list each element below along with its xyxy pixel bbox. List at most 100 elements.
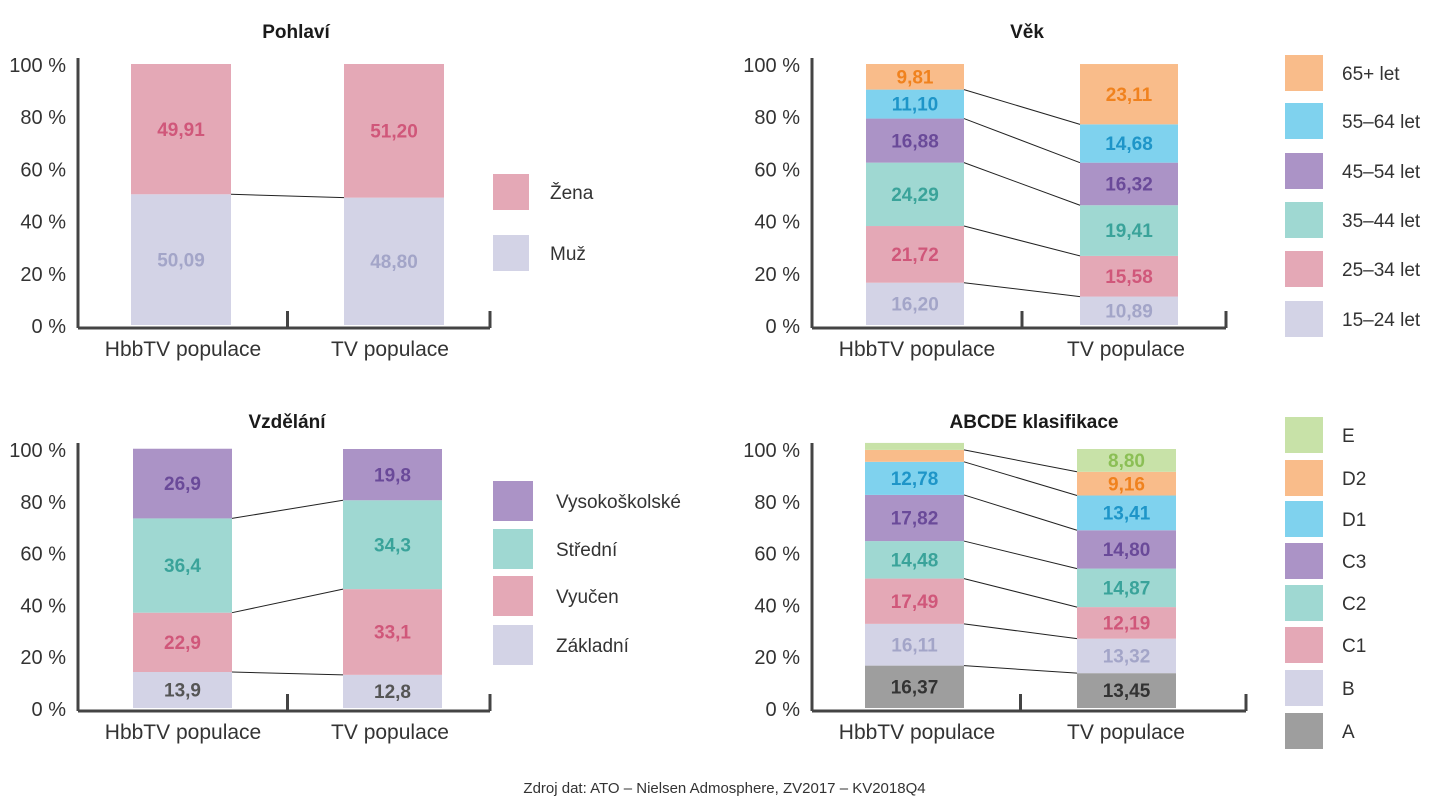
data-label: 9,16 (1108, 474, 1145, 495)
legend-label: 15–24 let (1342, 310, 1421, 331)
data-label: 11,10 (892, 95, 939, 116)
data-label: 51,20 (370, 121, 418, 142)
chart-title: Věk (1010, 22, 1044, 43)
legend-swatch (493, 481, 533, 521)
data-label: 48,80 (370, 252, 418, 273)
legend-label: A (1342, 722, 1355, 743)
data-label: 50,09 (157, 250, 205, 271)
x-tick-label: TV populace (331, 338, 449, 361)
bar-segment (866, 162, 964, 227)
bar-segment (1080, 124, 1178, 163)
bar-segment (1077, 495, 1176, 531)
legend-label: Střední (556, 540, 618, 561)
connector-line (963, 118, 1081, 164)
chart-title: Vzdělání (248, 412, 326, 433)
connector-line (231, 671, 344, 676)
data-label: 14,48 (891, 550, 939, 571)
legend-swatch (1285, 251, 1323, 287)
legend-swatch (493, 174, 529, 210)
legend-swatch (1285, 585, 1323, 621)
data-label: 16,32 (1105, 175, 1153, 196)
bar-segment (865, 578, 964, 624)
legend-swatch (1285, 543, 1323, 579)
data-label: 9,81 (897, 67, 934, 88)
legend-label: D2 (1342, 469, 1366, 490)
data-label: 36,4 (164, 556, 201, 577)
chart-title: ABCDE klasifikace (950, 412, 1119, 433)
bar-segment (133, 671, 232, 708)
legend-swatch (493, 235, 529, 271)
data-label: 17,82 (891, 509, 939, 530)
bar-segment (866, 282, 964, 325)
legend-label: Žena (550, 182, 594, 204)
connector-line (963, 282, 1081, 298)
y-tick-label: 60 % (20, 159, 66, 181)
y-tick-label: 40 % (20, 595, 66, 617)
legend-swatch (1285, 301, 1323, 337)
data-label: 14,87 (1103, 578, 1151, 599)
bar-segment (133, 612, 232, 672)
chart-panel-3: Vzdělání 0 % 20 % 40 % 60 % 80 % 100 % 13,9 12,8… (9, 412, 681, 744)
data-label: 23,11 (1106, 85, 1153, 106)
data-label: 15,58 (1105, 267, 1153, 288)
legend-swatch (1285, 55, 1323, 91)
data-label: 14,68 (1105, 134, 1153, 155)
data-label: 10,89 (1105, 301, 1153, 322)
data-label: 8,80 (1108, 451, 1145, 472)
bar-segment (343, 674, 442, 708)
y-tick-label: 60 % (754, 544, 800, 566)
bar-segment (343, 449, 442, 501)
y-tick-label: 20 % (20, 264, 66, 286)
bar-segment (866, 64, 964, 90)
source-note: Zdroj dat: ATO – Nielsen Admosphere, ZV2… (523, 780, 926, 797)
legend-swatch (1285, 417, 1323, 453)
connector-line (231, 499, 344, 519)
bar-segment (1077, 449, 1176, 472)
bar-segment (131, 64, 231, 195)
bar-segment (866, 118, 964, 163)
connector-line (963, 461, 1078, 496)
legend-label: Vyučen (556, 587, 619, 608)
y-tick-label: 0 % (32, 316, 67, 338)
chart-title: Pohlaví (262, 22, 330, 43)
bar-segment (1080, 205, 1178, 256)
y-tick-label: 60 % (754, 159, 800, 181)
bar-segment (1077, 530, 1176, 569)
data-label: 16,20 (891, 295, 939, 316)
x-tick-label: TV populace (1067, 721, 1185, 744)
bar-segment (1080, 255, 1178, 297)
y-tick-label: 80 % (754, 492, 800, 514)
legend-swatch (493, 576, 533, 616)
y-tick-label: 80 % (20, 107, 66, 129)
data-label: 49,91 (157, 120, 205, 141)
bar-segment (131, 194, 231, 325)
connector-line (963, 225, 1081, 257)
data-label: 16,11 (891, 635, 938, 656)
legend-label: B (1342, 679, 1355, 700)
legend-label: 35–44 let (1342, 211, 1421, 232)
legend-label: E (1342, 426, 1355, 447)
legend-label: 45–54 let (1342, 162, 1421, 183)
x-tick-label: HbbTV populace (105, 338, 261, 361)
bar-segment (343, 589, 442, 675)
y-tick-label: 100 % (9, 55, 66, 77)
legend-label: 65+ let (1342, 64, 1400, 85)
legend-swatch (1285, 460, 1323, 496)
y-tick-label: 100 % (743, 55, 800, 77)
connector-line (963, 449, 1078, 473)
legend-label: 55–64 let (1342, 112, 1421, 133)
data-label: 13,9 (164, 681, 201, 702)
legend-swatch (493, 529, 533, 569)
connector-line (963, 540, 1078, 570)
bar-segment (865, 494, 964, 542)
y-tick-label: 100 % (9, 440, 66, 462)
bar-segment (865, 442, 964, 450)
x-tick-label: TV populace (331, 721, 449, 744)
legend-label: Vysokoškolské (556, 492, 681, 513)
bar-segment (1080, 296, 1178, 325)
data-label: 12,19 (1103, 614, 1151, 635)
data-label: 21,72 (891, 245, 939, 266)
legend-swatch (1285, 627, 1323, 663)
bar-segment (344, 197, 444, 325)
bar-segment (133, 518, 232, 613)
